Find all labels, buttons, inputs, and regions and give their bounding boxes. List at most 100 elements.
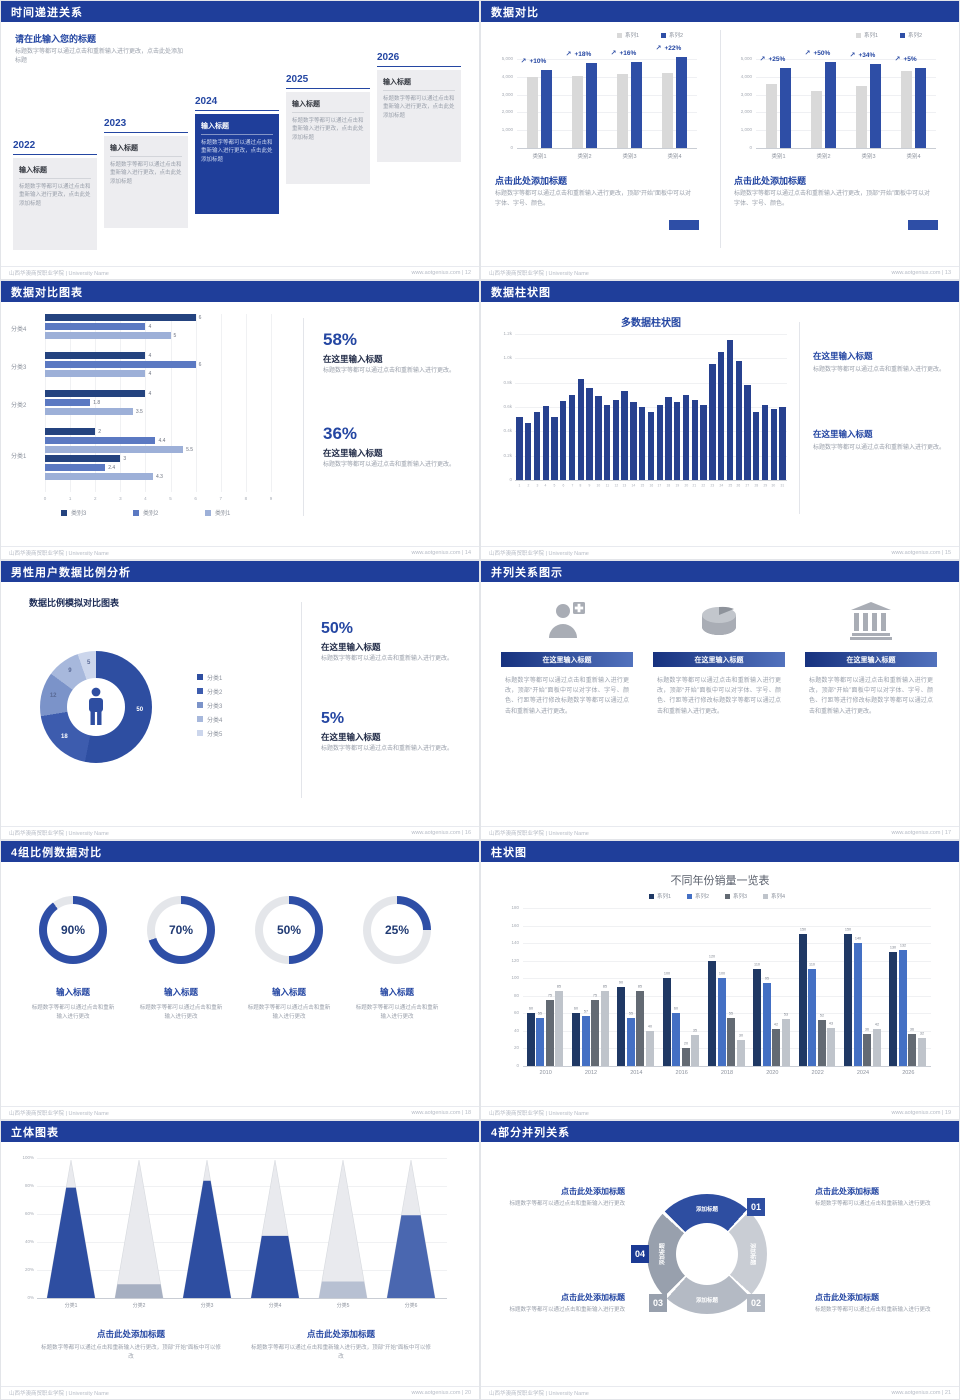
stat-heading: 在这里输入标题 [323, 448, 383, 458]
bar [577, 379, 584, 480]
footer-page: www.aotgenius.com | 19 [891, 1110, 951, 1116]
x-tick-label: 分类1 [64, 1303, 78, 1309]
donut-value-label: 5 [87, 659, 91, 666]
x-tick-label: 6 [562, 484, 565, 488]
x-tick-label: 12 [614, 484, 618, 488]
x-tick-label: 2 [527, 484, 530, 488]
column-heading[interactable]: 在这里输入标题 [805, 652, 937, 667]
slide-title: 数据柱状图 [491, 286, 551, 299]
slide-footer: 山西华澳商贸职业学院 | University Name www.aotgeniu… [1, 1386, 479, 1399]
grid-line [523, 925, 931, 927]
slide-21[interactable]: 4部分并列关系 添加标题 添加标题 添加标题 添加标题 01 02 03 04 点击此处添加标题… [481, 1121, 959, 1399]
slide-15[interactable]: 数据柱状图 多数据柱状图 1.2k 1.0k 0.8k 0.6k 0.4k 0.2k 0 1 2 3… [481, 281, 959, 559]
bar [45, 408, 133, 415]
bar [872, 1029, 881, 1066]
accent-block [669, 220, 699, 230]
row-label: 分类4 [11, 326, 27, 333]
y-tick-label: 20% [24, 1267, 34, 1272]
bar [603, 404, 611, 480]
x-tick-label: 27 [745, 484, 750, 488]
nurse-icon [501, 598, 633, 644]
x-tick-label: 2012 [584, 1070, 598, 1076]
x-tick-label: 8 [579, 484, 582, 488]
slide-header: 柱状图 [481, 841, 959, 862]
legend-label: 系列4 [771, 894, 786, 900]
timeline-box[interactable]: 输入标题 标题数字等都可以通过点击和重新输入进行更改，点击此处添加标题 [104, 136, 188, 228]
bar [726, 340, 734, 480]
bar [586, 387, 593, 480]
x-tick-label: 类别4 [906, 154, 921, 160]
bar [708, 960, 716, 1066]
stat-value: 58% [323, 330, 358, 349]
growth-arrow-icon: ↗ [804, 50, 811, 58]
slide-13[interactable]: 数据对比 系列1 系列2 5,000 4,000 3,000 2,000 1,000 0 ↗ +1… [481, 1, 959, 279]
y-tick-label: 60 [513, 1010, 519, 1016]
bar [691, 1035, 700, 1066]
bar-value-label: 110 [809, 963, 816, 968]
column-heading[interactable]: 在这里输入标题 [653, 652, 785, 667]
timeline-box[interactable]: 输入标题 标题数字等都可以通过点击和重新输入进行更改，点击此处添加标题 [195, 114, 279, 214]
timeline-box[interactable]: 输入标题 标题数字等都可以通过点击和重新输入进行更改，点击此处添加标题 [13, 158, 97, 250]
growth-arrow-icon: ↗ [759, 55, 766, 63]
growth-label: +10% [529, 57, 547, 65]
pie-cylinder-icon [653, 598, 785, 644]
bar [45, 428, 96, 435]
x-tick-label: 2016 [675, 1070, 688, 1076]
slide-14[interactable]: 数据对比图表 0 1 2 3 4 5 6 7 8 9 分类4 6 4 5 分类3 4 6 4 分类2 4 1.8 3.5 分… [1, 281, 479, 559]
timeline-box[interactable]: 输入标题 标题数字等都可以通过点击和重新输入进行更改，点击此处添加标题 [286, 92, 370, 184]
slide-12[interactable]: 时间递进关系 请在此输入您的标题 标题数字等都可以通过点击和重新输入进行更改，点击… [1, 1, 479, 279]
timeline-box-heading: 输入标题 [383, 77, 455, 91]
slide-17[interactable]: 并列关系图示 在这里输入标题 标题数字等都可以通过点击和重新输入进行更改，顶部“开… [481, 561, 959, 839]
legend-label: 系列3 [733, 894, 748, 900]
x-tick-label: 15 [640, 484, 645, 488]
bar [753, 969, 762, 1066]
x-tick-label: 类别3 [622, 154, 637, 160]
donut-value-label: 12 [49, 692, 57, 699]
footer-institution: 山西华澳商贸职业学院 | University Name [9, 551, 109, 557]
column-heading[interactable]: 在这里输入标题 [501, 652, 633, 667]
grid-line [517, 58, 697, 60]
x-tick-label: 19 [675, 484, 680, 488]
x-tick-label: 11 [605, 484, 609, 488]
x-tick-label: 5 [169, 496, 172, 501]
bar-series2 [824, 62, 836, 148]
stat-body: 标题数字等都可以通过点击和重新输入进行更改。 [321, 746, 454, 752]
slide-16[interactable]: 男性用户数据比例分析 数据比例模拟对比图表 50 18 12 9 5 分类1 分类2 分类3 分类… [1, 561, 479, 839]
slide-18[interactable]: 4组比例数据对比 90% 输入标题 标题数字等都可以通过点击和重新输入进行更改 70%… [1, 841, 479, 1119]
slide-20[interactable]: 立体图表 100% 80% 60% 40% 20% 0% 分类1 分类2 分类3 分类4 分类5 分类… [1, 1121, 479, 1399]
bar-series1 [765, 83, 777, 148]
legend-label: 分类5 [207, 732, 223, 738]
x-tick-label: 1 [518, 484, 521, 488]
bar [662, 978, 671, 1066]
y-tick-label: 1,000 [740, 127, 752, 133]
x-tick-label: 24 [719, 484, 724, 488]
x-tick-label: 18 [666, 484, 671, 488]
divider [301, 602, 302, 798]
column-body: 标题数字等都可以通过点击和重新输入进行更改，顶部“开始”面板中可以对字体、字号、… [505, 678, 629, 715]
x-tick-label: 0 [43, 496, 47, 501]
x-tick-label: 分类6 [404, 1303, 418, 1309]
grid-line [756, 112, 936, 114]
legend-swatch [205, 510, 211, 516]
y-tick-label: 180 [511, 905, 519, 910]
ring-segment-label: 添加标题 [695, 1206, 718, 1213]
slide-19[interactable]: 柱状图 不同年份销量一览表 系列1 系列2 系列3 系列4 180 160 140 120 100… [481, 841, 959, 1119]
bar [555, 991, 564, 1066]
gauge-heading: 输入标题 [55, 987, 90, 997]
bar [45, 446, 184, 453]
gauge-hole [263, 904, 315, 956]
bar-series2 [779, 67, 791, 148]
section-heading: 点击此处添加标题 [495, 176, 568, 186]
timeline-box[interactable]: 输入标题 标题数字等都可以通过点击和重新输入进行更改，点击此处添加标题 [377, 70, 461, 162]
row-label: 分类1 [11, 454, 27, 460]
timeline-year: 2026 [377, 52, 461, 67]
grid-line [523, 908, 931, 909]
bar [817, 1020, 826, 1066]
slide-footer: 山西华澳商贸职业学院 | University Name www.aotgeniu… [1, 1106, 479, 1119]
slide-title: 数据对比 [491, 6, 539, 19]
y-tick-label: 160 [511, 922, 519, 928]
bar-value-label: 3 [123, 456, 127, 462]
growth-label: +50% [813, 50, 831, 58]
x-axis [756, 148, 936, 149]
y-tick-label: 100% [22, 1155, 34, 1160]
